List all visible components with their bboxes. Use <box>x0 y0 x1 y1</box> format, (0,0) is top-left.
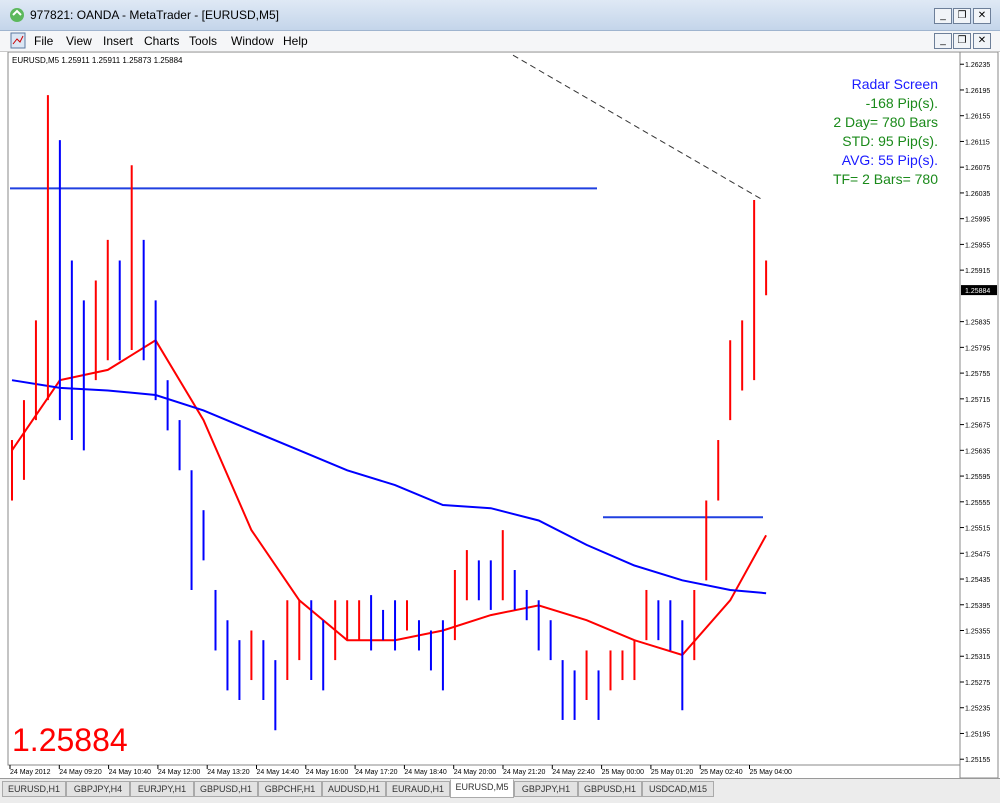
chart-tab[interactable]: GBPCHF,H1 <box>258 781 322 797</box>
y-tick-label: 1.26195 <box>965 88 990 95</box>
menu-item[interactable]: Help <box>283 34 308 48</box>
y-tick-label: 1.25435 <box>965 577 990 584</box>
child-close[interactable]: ✕ <box>973 33 991 49</box>
radar-panel: Radar Screen -168 Pip(s). 2 Day= 780 Bars S… <box>833 75 938 189</box>
menu-item[interactable]: View <box>66 34 92 48</box>
x-tick-label: 24 May 17:20 <box>355 769 398 776</box>
y-tick-label: 1.25675 <box>965 423 990 430</box>
menu-item[interactable]: Tools <box>189 34 218 48</box>
y-tick-label: 1.25155 <box>965 757 990 764</box>
y-tick-label: 1.25635 <box>965 448 990 455</box>
doc-icon <box>10 32 26 49</box>
menu-item[interactable]: File <box>34 34 54 48</box>
y-tick-label: 1.25395 <box>965 603 990 610</box>
current-price-big: 1.25884 <box>12 722 128 758</box>
chart-tab[interactable]: GBPUSD,H1 <box>578 781 642 797</box>
price-axis <box>959 51 999 779</box>
chart-tab[interactable]: EURJPY,H1 <box>130 781 194 797</box>
current-price-box <box>961 285 997 296</box>
y-tick-label: 1.25195 <box>965 731 990 738</box>
plot-frame <box>7 51 961 766</box>
y-tick-label: 1.25275 <box>965 680 990 687</box>
y-tick-label: 1.25515 <box>965 526 990 533</box>
y-tick-label: 1.26035 <box>965 191 990 198</box>
x-tick-label: 24 May 21:20 <box>503 769 546 776</box>
menu-item[interactable]: Window <box>231 34 274 48</box>
x-tick-label: 24 May 12:00 <box>158 769 201 776</box>
menu-item[interactable]: Charts <box>144 34 180 48</box>
x-tick-label: 24 May 2012 <box>10 769 51 776</box>
tab-bar: EURUSD,H1 GBPJPY,H4 EURJPY,H1 GBPUSD,H1 GBPC… <box>0 778 1000 803</box>
radar-line: Radar Screen <box>851 76 938 92</box>
chart-tab[interactable]: EURUSD,H1 <box>2 781 66 797</box>
x-tick-label: 25 May 01:20 <box>651 769 694 776</box>
chart-tab[interactable]: GBPJPY,H4 <box>66 781 130 797</box>
radar-line: STD: 95 Pip(s). <box>842 133 938 149</box>
x-tick-label: 25 May 04:00 <box>750 769 793 776</box>
close-button[interactable]: ✕ <box>973 8 991 24</box>
current-price-label: 1.25884 <box>965 288 990 295</box>
chart-tab[interactable]: AUDUSD,H1 <box>322 781 386 797</box>
y-tick-label: 1.25995 <box>965 217 990 224</box>
y-tick-label: 1.25755 <box>965 371 990 378</box>
y-tick-label: 1.25835 <box>965 320 990 327</box>
y-tick-label: 1.26075 <box>965 165 990 172</box>
menu-item[interactable]: Insert <box>103 34 134 48</box>
x-tick-label: 25 May 00:00 <box>602 769 645 776</box>
app-icon <box>10 8 24 22</box>
y-tick-label: 1.25315 <box>965 654 990 661</box>
y-tick-label: 1.25915 <box>965 268 990 275</box>
radar-line: TF= 2 Bars= 780 <box>832 171 938 187</box>
moving-average <box>11 379 767 595</box>
chart-tab[interactable]: GBPJPY,H1 <box>514 781 578 797</box>
x-tick-label: 24 May 16:00 <box>306 769 349 776</box>
y-tick-label: 1.26115 <box>965 139 990 146</box>
child-restore[interactable]: ❐ <box>953 33 971 49</box>
radar-line: AVG: 55 Pip(s). <box>841 152 938 168</box>
x-tick-label: 24 May 18:40 <box>404 769 447 776</box>
radar-line: 2 Day= 780 Bars <box>833 114 938 130</box>
chart-info: EURUSD,M5 1.25911 1.25911 1.25873 1.2588… <box>12 56 183 65</box>
y-tick-label: 1.25235 <box>965 706 990 713</box>
radar-line: -168 Pip(s). <box>865 95 938 111</box>
restore-button[interactable]: ❐ <box>953 8 971 24</box>
chart-tab[interactable]: EURAUD,H1 <box>386 781 450 797</box>
y-tick-label: 1.25715 <box>965 397 990 404</box>
y-tick-label: 1.26155 <box>965 114 990 121</box>
x-tick-label: 24 May 13:20 <box>207 769 250 776</box>
x-tick-label: 24 May 10:40 <box>109 769 152 776</box>
menu-bar: _ ❐ ✕ File View Insert Charts Tools Window Hel… <box>0 31 1000 52</box>
y-tick-label: 1.25595 <box>965 474 990 481</box>
chart-tab[interactable]: GBPUSD,H1 <box>194 781 258 797</box>
y-tick-label: 1.26235 <box>965 62 990 69</box>
x-tick-label: 25 May 02:40 <box>700 769 743 776</box>
child-minimize[interactable]: _ <box>934 33 952 49</box>
y-tick-label: 1.25355 <box>965 629 990 636</box>
window-title: 977821: OANDA - MetaTrader - [EURUSD,M5] <box>30 8 279 22</box>
trendline <box>512 54 764 201</box>
y-tick-label: 1.25555 <box>965 500 990 507</box>
y-tick-label: 1.25955 <box>965 242 990 249</box>
chart-tab[interactable]: EURUSD,M5 <box>450 779 514 798</box>
x-tick-label: 24 May 22:40 <box>552 769 595 776</box>
y-tick-label: 1.25475 <box>965 551 990 558</box>
x-tick-label: 24 May 09:20 <box>59 769 102 776</box>
minimize-button[interactable]: _ <box>934 8 952 24</box>
title-bar: 977821: OANDA - MetaTrader - [EURUSD,M5]… <box>0 0 1000 31</box>
chart-tab[interactable]: USDCAD,M15 <box>642 781 714 797</box>
x-tick-label: 24 May 20:00 <box>454 769 497 776</box>
y-tick-label: 1.25795 <box>965 345 990 352</box>
x-tick-label: 24 May 14:40 <box>257 769 300 776</box>
